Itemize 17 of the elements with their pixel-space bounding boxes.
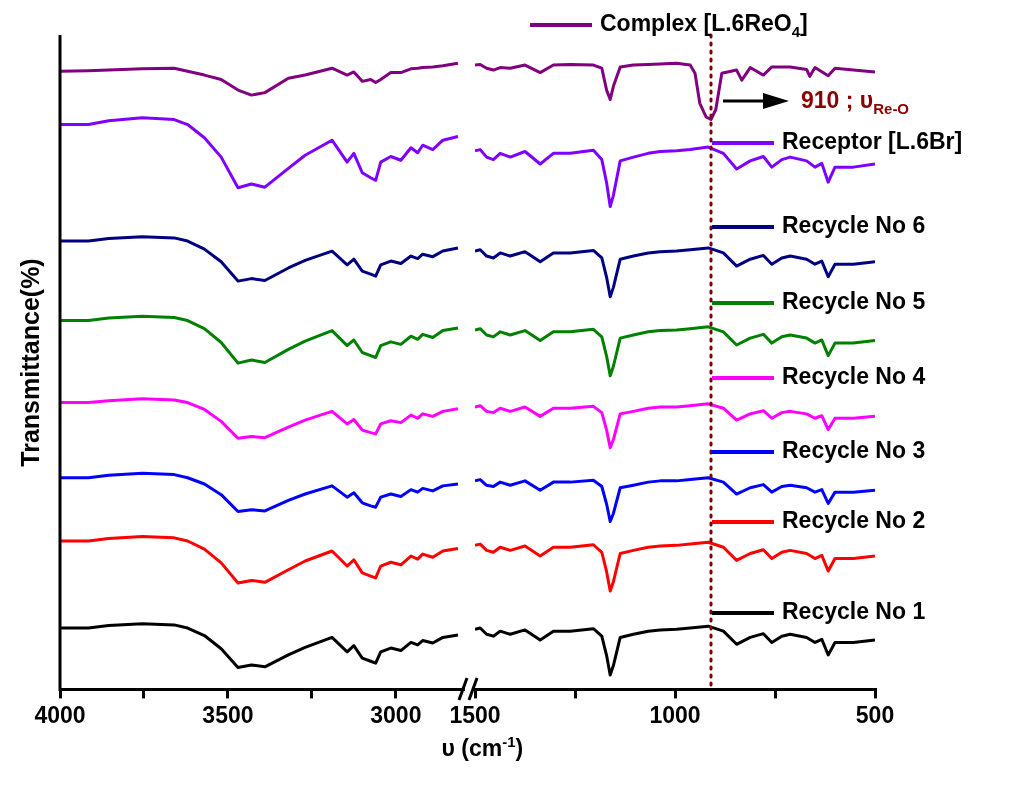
x-tick-label: 1500 [449,701,501,728]
legend-label: Recycle No 3 [782,437,926,463]
x-tick-label: 4000 [34,701,86,728]
legend-label: Recycle No 1 [782,598,926,624]
x-tick-label: 500 [855,701,895,728]
x-tick-label: 3500 [202,701,254,728]
x-tick-label: 3000 [370,701,422,728]
x-axis-title: υ (cm$^{-1}$) [441,733,524,762]
legend-label: Complex [L.6ReO$_{4}$] [600,10,808,40]
y-axis-title: Transmittance(%) [15,257,44,467]
x-tick-label: 1000 [649,701,701,728]
ref-line-label: 910 ; υ$_{Re-O}$ [801,87,910,117]
legend-label: Recycle No 4 [782,363,926,389]
legend-label: Recycle No 6 [782,212,926,238]
legend-label: Recycle No 5 [782,288,926,314]
legend-label: Recycle No 2 [782,507,926,533]
legend-label: Receptor [L.6Br] [782,128,963,154]
